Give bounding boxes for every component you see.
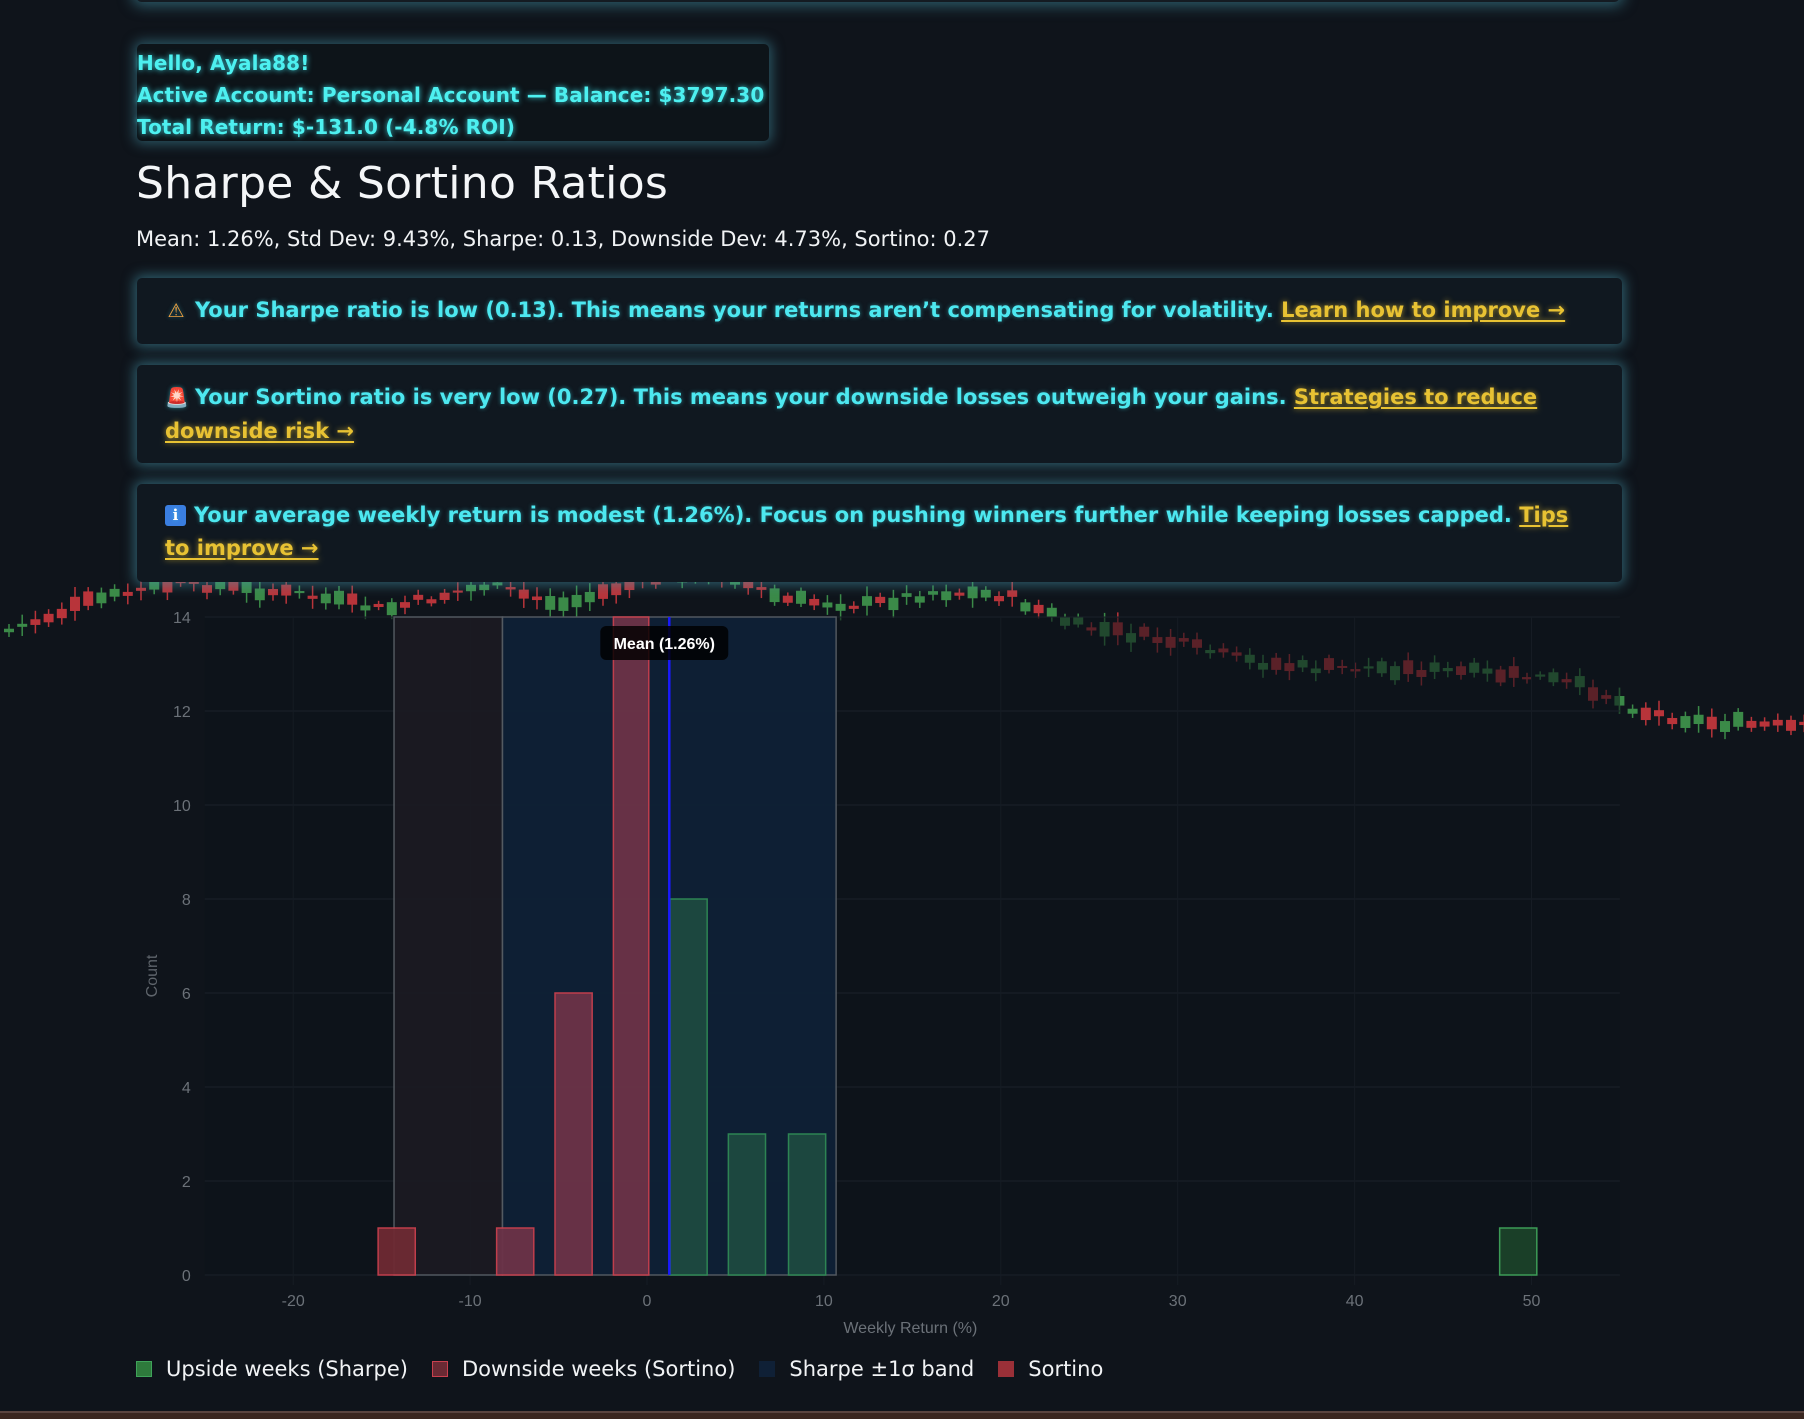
downside-bar — [612, 616, 650, 1276]
downside-bar — [495, 1227, 535, 1276]
legend-label: Upside weeks (Sharpe) — [166, 1357, 408, 1381]
y-tick-label: 0 — [182, 1268, 191, 1285]
upside-bar — [787, 1133, 827, 1276]
upside-bar — [727, 1133, 767, 1276]
tips-to-improve-link[interactable]: Tips to improve → — [165, 503, 1569, 560]
mean-label-box — [600, 626, 729, 660]
downside-bar — [377, 1227, 417, 1276]
active-account-text: Active Account: Personal Account — Balan… — [137, 83, 765, 107]
y-tick-label: 14 — [173, 610, 191, 627]
legend-item[interactable]: Sharpe ±1σ band — [759, 1357, 974, 1381]
x-tick-label: 20 — [992, 1293, 1010, 1310]
total-return-text: Total Return: $-131.0 (-4.8% ROI) — [137, 115, 516, 139]
ratio-stats-summary: Mean: 1.26%, Std Dev: 9.43%, Sharpe: 0.1… — [136, 227, 990, 251]
x-tick-label: -10 — [459, 1293, 482, 1310]
learn-how-to-improve-link[interactable]: Learn how to improve → — [1281, 298, 1566, 322]
sortino-alert-text: Your Sortino ratio is very low (0.27). T… — [195, 385, 1287, 409]
info-icon: i — [165, 505, 186, 526]
x-axis-title: Weekly Return (%) — [843, 1320, 977, 1337]
x-tick-label: 40 — [1346, 1293, 1364, 1310]
x-tick-label: 30 — [1169, 1293, 1187, 1310]
x-tick-label: -20 — [282, 1293, 305, 1310]
y-axis-title: Count — [144, 954, 161, 997]
top-panel-edge — [136, 0, 1620, 2]
legend-swatch-icon — [759, 1361, 776, 1377]
y-tick-label: 10 — [173, 798, 191, 815]
upside-bar — [669, 898, 708, 1276]
legend-swatch-icon — [998, 1361, 1015, 1377]
legend-item[interactable]: Sortino — [998, 1357, 1103, 1381]
x-tick-label: 10 — [815, 1293, 833, 1310]
downside-bar — [554, 992, 593, 1276]
sharpe-alert-text: Your Sharpe ratio is low (0.13). This me… — [195, 298, 1274, 322]
legend-label: Downside weeks (Sortino) — [461, 1357, 736, 1381]
x-tick-label: 50 — [1523, 1293, 1541, 1310]
user-summary-card: Hello, Ayala88! Active Account: Personal… — [137, 44, 769, 141]
mean-return-alert: i Your average weekly return is modest (1… — [137, 484, 1622, 582]
y-tick-label: 6 — [182, 986, 191, 1003]
siren-icon: 🚨 — [165, 387, 189, 409]
greeting-text: Hello, Ayala88! — [137, 51, 310, 75]
legend-swatch-icon — [136, 1361, 152, 1377]
y-tick-label: 2 — [182, 1174, 191, 1191]
sortino-band — [393, 616, 504, 1276]
upside-bar — [1498, 1227, 1538, 1276]
page-title: Sharpe & Sortino Ratios — [136, 158, 669, 209]
mean-label: Mean (1.26%) — [614, 636, 715, 653]
legend-item[interactable]: Upside weeks (Sharpe) — [136, 1357, 408, 1381]
mean-return-alert-text: Your average weekly return is modest (1.… — [194, 503, 1512, 527]
y-tick-label: 8 — [182, 892, 191, 909]
legend-label: Sortino — [1028, 1357, 1104, 1381]
x-tick-label: 0 — [643, 1293, 652, 1310]
legend-label: Sharpe ±1σ band — [789, 1357, 975, 1381]
legend-item[interactable]: Downside weeks (Sortino) — [431, 1357, 736, 1381]
chart-legend: Upside weeks (Sharpe) Downside weeks (Sor… — [136, 1357, 1127, 1381]
sortino-alert: 🚨 Your Sortino ratio is very low (0.27). … — [137, 365, 1622, 463]
bottom-divider — [0, 1411, 1804, 1419]
legend-swatch-icon — [431, 1361, 448, 1377]
warning-icon: ⚠ — [167, 300, 185, 322]
reduce-downside-risk-link[interactable]: Strategies to reduce downside risk → — [165, 385, 1538, 443]
y-tick-label: 12 — [173, 704, 191, 721]
sharpe-alert: ⚠ Your Sharpe ratio is low (0.13). This m… — [137, 278, 1622, 344]
y-tick-label: 4 — [182, 1080, 191, 1097]
